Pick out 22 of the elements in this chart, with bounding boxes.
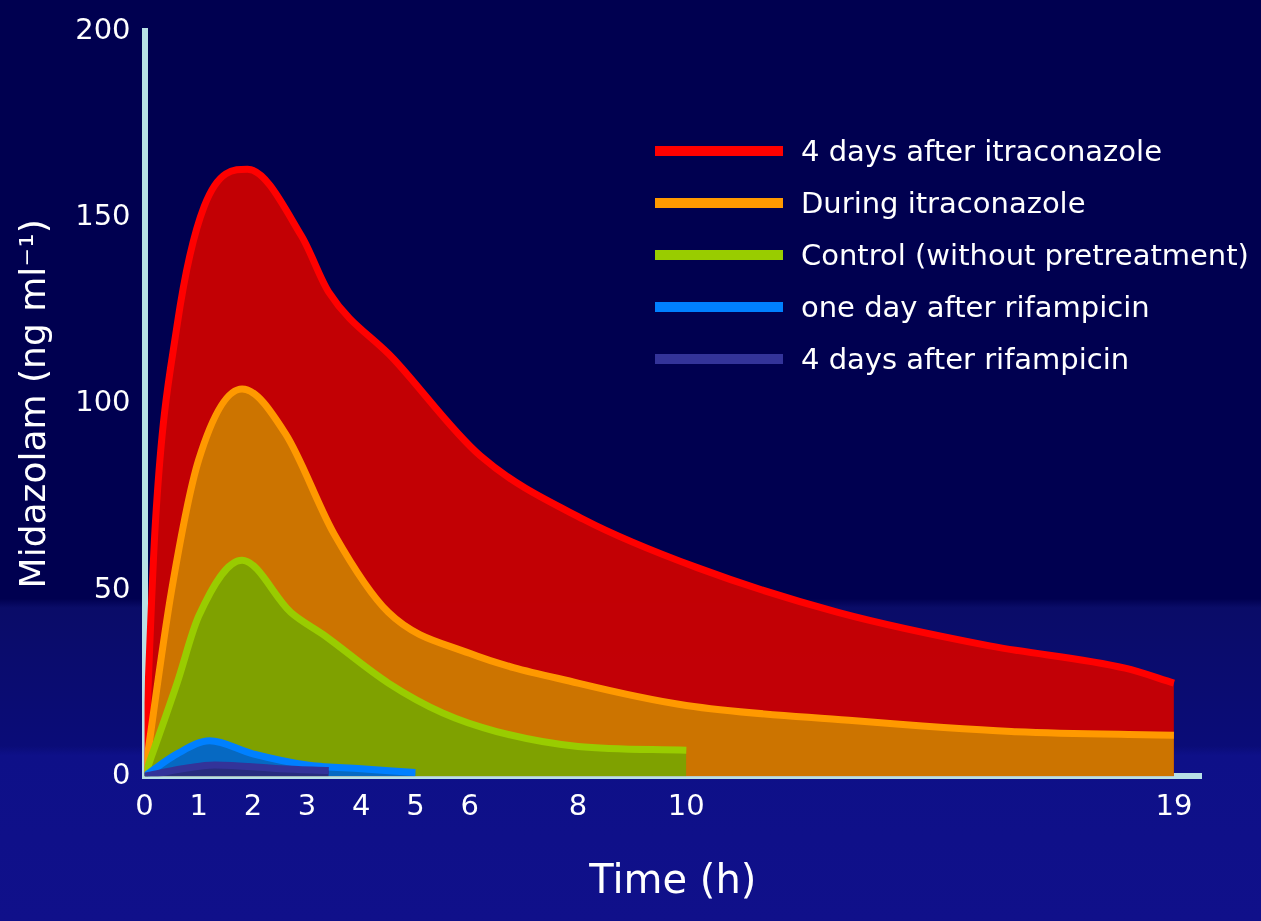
x-tick-label: 0 [135, 788, 154, 823]
x-tick-label: 1 [189, 788, 208, 823]
legend-label: one day after rifampicin [801, 290, 1150, 324]
legend-label: During itraconazole [801, 186, 1086, 220]
legend-label: 4 days after itraconazole [801, 134, 1162, 168]
legend-label: Control (without pretreatment) [801, 238, 1249, 272]
x-tick-label: 5 [406, 788, 425, 823]
x-axis-title: Time (h) [588, 856, 757, 903]
y-tick-label: 200 [75, 11, 131, 46]
x-tick-label: 4 [352, 788, 371, 823]
y-axis-title: Midazolam (ng ml⁻¹) [11, 219, 53, 589]
x-tick-label: 2 [243, 788, 263, 823]
x-tick-label: 8 [568, 788, 588, 823]
y-tick-label: 150 [75, 198, 131, 233]
y-tick-label: 100 [75, 384, 131, 419]
x-tick-label: 10 [667, 788, 705, 823]
y-tick-label: 0 [112, 756, 131, 791]
x-tick-label: 19 [1155, 788, 1193, 823]
x-tick-label: 3 [297, 788, 317, 823]
legend-label: 4 days after rifampicin [801, 342, 1130, 376]
y-tick-label: 50 [93, 570, 131, 605]
x-tick-label: 6 [460, 788, 479, 823]
